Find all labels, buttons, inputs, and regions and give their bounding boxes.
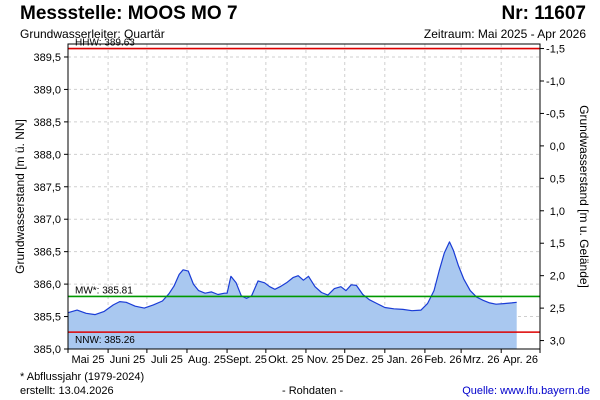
series-area bbox=[68, 241, 517, 349]
y-right-tick-label: 1,5 bbox=[550, 238, 565, 250]
x-tick-label: Aug. 25 bbox=[188, 354, 226, 366]
x-tick-label: Mrz. 26 bbox=[463, 354, 500, 366]
y-tick-label: 387,5 bbox=[33, 182, 61, 194]
source-link[interactable]: Quelle: www.lfu.bayern.de bbox=[462, 385, 590, 397]
y-axis-title: Grundwasserstand [m ü. NN] bbox=[13, 119, 27, 274]
x-tick-label: Nov. 25 bbox=[307, 354, 344, 366]
x-tick-label: Dez. 25 bbox=[346, 354, 384, 366]
nnw-label: NNW: 385.26 bbox=[75, 335, 135, 346]
y-right-tick-label: 0,0 bbox=[550, 141, 565, 153]
y-right-tick-label: 3,0 bbox=[550, 336, 565, 348]
station-number: Nr: 11607 bbox=[501, 3, 586, 24]
y-tick-label: 386,0 bbox=[33, 279, 61, 291]
hhw-label: HHW: 389.63 bbox=[75, 38, 135, 49]
x-tick-label: Juni 25 bbox=[110, 354, 145, 366]
y-right-tick-label: -0,5 bbox=[546, 108, 565, 120]
created-date: erstellt: 13.04.2026 bbox=[20, 385, 114, 397]
x-tick-label: Sept. 25 bbox=[226, 354, 267, 366]
aquifer-label: Grundwasserleiter: Quartär bbox=[20, 27, 165, 41]
y-right-tick-label: -1,5 bbox=[546, 44, 565, 56]
y-tick-label: 388,0 bbox=[33, 149, 61, 161]
x-tick-label: Jan. 26 bbox=[387, 354, 423, 366]
period-label: Zeitraum: Mai 2025 - Apr 2026 bbox=[423, 27, 586, 41]
plot-frame bbox=[67, 43, 541, 350]
y-right-tick-label: 1,0 bbox=[550, 206, 565, 218]
y-right-tick-label: 2,5 bbox=[550, 303, 565, 315]
y-right-axis-title: Grundwasserstand [m u. Gelände] bbox=[577, 105, 591, 288]
y-tick-label: 385,5 bbox=[33, 312, 61, 324]
y-tick-label: 387,0 bbox=[33, 214, 61, 226]
x-tick-label: Feb. 26 bbox=[424, 354, 461, 366]
y-tick-label: 386,5 bbox=[33, 247, 61, 259]
y-right-tick-label: -1,0 bbox=[546, 76, 565, 88]
y-tick-label: 389,5 bbox=[33, 52, 61, 64]
page-title: Messstelle: MOOS MO 7 bbox=[20, 3, 238, 24]
x-tick-label: Apr. 26 bbox=[503, 354, 538, 366]
x-tick-label: Juli 25 bbox=[151, 354, 183, 366]
y-tick-label: 388,5 bbox=[33, 117, 61, 129]
mw-label: MW*: 385.81 bbox=[75, 285, 133, 296]
footnote: * Abflussjahr (1979-2024) bbox=[20, 371, 145, 383]
y-tick-label: 389,0 bbox=[33, 84, 61, 96]
raw-data-label: - Rohdaten - bbox=[282, 385, 344, 397]
y-right-tick-label: 0,5 bbox=[550, 173, 565, 185]
x-tick-label: Mai 25 bbox=[72, 354, 105, 366]
y-tick-label: 385,0 bbox=[33, 344, 61, 356]
y-right-tick-label: 2,0 bbox=[550, 271, 565, 283]
x-tick-label: Okt. 25 bbox=[268, 354, 303, 366]
